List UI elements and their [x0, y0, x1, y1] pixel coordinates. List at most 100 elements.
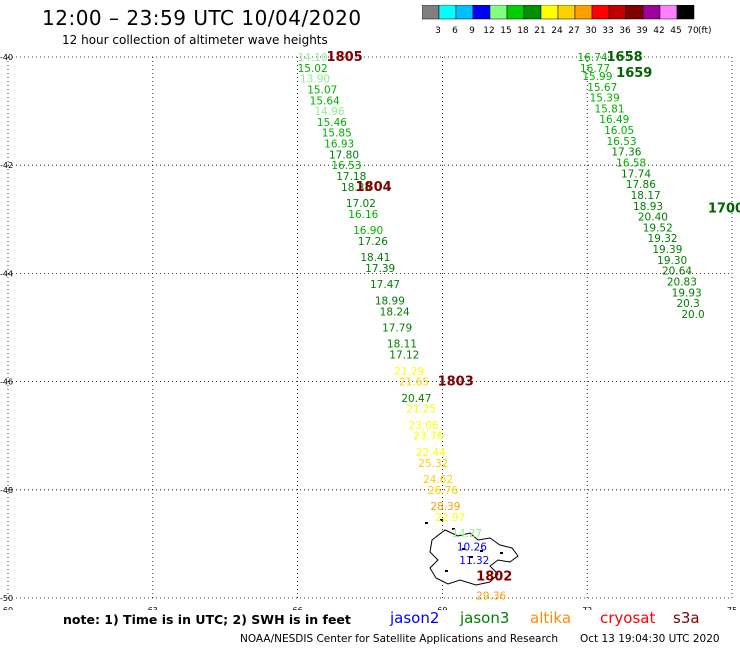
wave-height-point: 20.40 [638, 212, 668, 224]
wave-height-point: 17.79 [382, 323, 412, 335]
wave-height-point: 28.39 [430, 501, 460, 513]
legend-label: 18 [517, 26, 529, 36]
legend-label: 33 [602, 26, 613, 36]
satellite-jason3: jason3 [460, 609, 510, 627]
wave-height-point: 16.53 [607, 136, 637, 148]
wave-height-point: 16.53 [331, 160, 361, 172]
lon-tick-label: 60 [3, 606, 13, 610]
legend-label: 27 [568, 26, 579, 36]
wave-height-point: 21.29 [394, 366, 424, 378]
wave-height-point: 11.32 [459, 555, 489, 567]
wave-height-point: 16.90 [353, 225, 383, 237]
wave-height-point: 18.99 [375, 295, 405, 307]
satellite-jason2: jason2 [390, 609, 440, 627]
wave-height-point: 17.80 [329, 149, 359, 161]
wave-height-point: 14.27 [452, 528, 482, 540]
track-time-label: 1804 [356, 180, 392, 195]
credit-text: NOAA/NESDIS Center for Satellite Applica… [240, 633, 558, 645]
lon-tick-label: 69 [437, 606, 447, 610]
wave-height-point: 19.32 [648, 233, 678, 245]
lon-tick-label: 63 [148, 606, 158, 610]
legend-label: 3 [435, 26, 441, 36]
wave-height-point: 15.46 [317, 117, 347, 129]
wave-height-point: 15.85 [322, 128, 352, 140]
legend-label: 6 [452, 26, 458, 36]
lon-tick-label: 72 [582, 606, 592, 610]
wave-height-point: 17.47 [370, 279, 400, 291]
island-fragment [440, 519, 443, 521]
track-time-label: 1805 [327, 50, 363, 65]
wave-height-point: 20.0 [681, 309, 704, 321]
track-time-label: 1803 [438, 375, 474, 390]
lat-tick-label: -44 [0, 269, 13, 278]
kerguelen-island [429, 529, 519, 586]
legend-label: 42 [653, 26, 664, 36]
wave-height-point: 19.52 [643, 222, 673, 234]
note-text: note: 1) Time is in UTC; 2) SWH is in fe… [63, 612, 351, 627]
wave-height-point: 17.02 [346, 198, 376, 210]
wave-height-point: 14.10 [298, 52, 328, 64]
wave-height-point: 15.67 [587, 82, 617, 94]
track-time-label: 1658 [607, 50, 643, 65]
wave-height-point: 15.81 [594, 103, 624, 115]
legend-unit: (ft) [698, 26, 712, 36]
island-fragment [445, 570, 448, 572]
wave-height-point: 15.99 [582, 71, 612, 83]
satellite-altika: altika [530, 609, 572, 627]
wave-height-point: 16.74 [578, 52, 608, 64]
wave-height-point: 29.36 [476, 590, 506, 602]
track-time-label: 1700 [708, 201, 740, 216]
wave-height-point: 17.12 [389, 350, 419, 362]
wave-height-point: 21.25 [406, 404, 436, 416]
page-title: 12:00 – 23:59 UTC 10/04/2020 [42, 6, 362, 30]
wave-height-point: 19.93 [672, 287, 702, 299]
wave-height-point: 18.41 [360, 252, 390, 264]
wave-height-point: 21.65 [399, 377, 429, 389]
island-fragment [452, 528, 455, 530]
wave-height-point: 16.93 [324, 139, 354, 151]
wave-height-point: 22.97 [435, 512, 465, 524]
wave-height-point: 24.62 [423, 474, 453, 486]
wave-height-point: 18.24 [380, 306, 410, 318]
island-fragment [480, 550, 483, 552]
legend-label: 39 [636, 26, 648, 36]
timestamp: Oct 13 19:04:30 UTC 2020 [580, 633, 720, 645]
legend-swatch [676, 5, 695, 20]
wave-height-point: 23.76 [413, 431, 443, 443]
legend-label: 36 [619, 26, 631, 36]
lon-tick-label: 66 [293, 606, 303, 610]
track-time-label: 1659 [616, 66, 652, 81]
island-fragment [462, 548, 465, 550]
legend-label: 21 [534, 26, 545, 36]
wave-height-point: 20.64 [662, 266, 692, 278]
wave-height-point: 18.17 [631, 190, 661, 202]
satellite-s3a: s3a [673, 609, 700, 627]
wave-height-point: 26.76 [428, 485, 458, 497]
wave-height-point: 16.16 [348, 209, 378, 221]
lat-tick-label: -46 [0, 378, 13, 387]
wave-height-point: 17.26 [358, 236, 388, 248]
wave-height-point: 14.96 [314, 106, 344, 118]
legend-label: 70 [687, 26, 699, 36]
lat-tick-label: -50 [0, 594, 13, 603]
legend-label: 30 [585, 26, 597, 36]
lon-tick-label: 75 [727, 606, 737, 610]
wave-height-point: 20.83 [667, 277, 697, 289]
wave-height-point: 17.18 [336, 171, 366, 183]
wave-height-point: 25.32 [418, 458, 448, 470]
legend-label: 12 [483, 26, 494, 36]
wave-height-point: 18.11 [387, 339, 417, 351]
wave-height-point: 16.58 [616, 157, 646, 169]
wave-height-point: 16.05 [604, 125, 634, 137]
color-legend: 3 6 9 12 15 18 21 24 27 30 33 36 39 42 45 70 (ft) [422, 5, 712, 36]
wave-height-point: 19.30 [657, 255, 687, 267]
wave-height-point: 16.77 [580, 63, 610, 75]
island-fragment [470, 556, 473, 558]
legend-label: 45 [670, 26, 681, 36]
lat-tick-label: -48 [0, 486, 13, 495]
wave-height-point: 20.3 [676, 298, 699, 310]
wave-height-point: 19.39 [652, 244, 682, 256]
track-time-label: 1802 [476, 569, 512, 584]
wave-height-map: 60 63 66 69 72 75 -40 -42 -44 -46 -48 -50 14.1015.02… [0, 50, 740, 610]
wave-height-point: 18.93 [633, 201, 663, 213]
